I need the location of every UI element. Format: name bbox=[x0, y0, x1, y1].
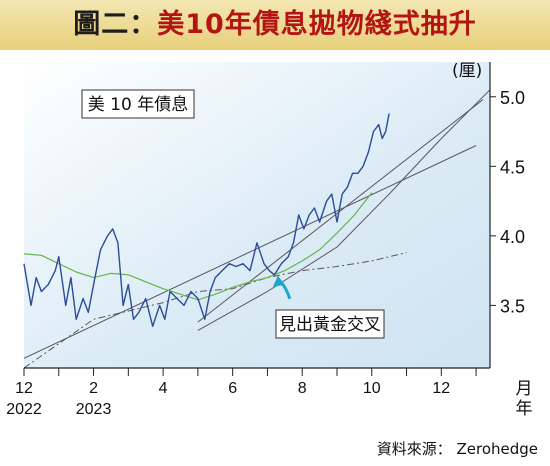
series-trend-line-2 bbox=[23, 252, 407, 369]
chart-title: 美 10 年債息 bbox=[88, 95, 188, 115]
page-title: 圖二：美10年債息拋物綫式抽升 bbox=[0, 0, 550, 50]
x-tick-label: 12 bbox=[15, 380, 33, 397]
x-tick-label: 8 bbox=[298, 380, 307, 397]
x-year-label: 2022 bbox=[6, 401, 42, 418]
title-prefix: 圖二： bbox=[73, 9, 158, 40]
title-banner bbox=[0, 0, 550, 50]
y-tick-label: 4.5 bbox=[500, 157, 525, 177]
x-tick-label: 12 bbox=[432, 380, 450, 397]
x-tick-label: 4 bbox=[159, 380, 168, 397]
x-axis-label: 月 bbox=[516, 379, 533, 399]
y-tick-label: 3.5 bbox=[500, 296, 525, 316]
x-tick-label: 2 bbox=[89, 380, 98, 397]
y-tick-label: 5.0 bbox=[500, 88, 525, 108]
source-note: 資料來源： Zerohedge bbox=[376, 440, 538, 458]
annotation-label: 見出黃金交叉 bbox=[279, 315, 381, 335]
series-trend-line-4 bbox=[197, 99, 484, 323]
yield-chart: 12 2 4 6 8 10 12 2022 2023 3.5 4.0 4.5 5.0 (厘) 月年 美 10 … bbox=[0, 50, 550, 438]
x-tick-label: 6 bbox=[228, 380, 237, 397]
annotation-box bbox=[275, 309, 385, 339]
series-yield-0 bbox=[23, 113, 390, 327]
y-axis-label: (厘) bbox=[452, 61, 482, 81]
annotation-arrow-head bbox=[272, 275, 285, 287]
title-text: 美10年債息拋物綫式抽升 bbox=[157, 9, 477, 40]
series-trend-line-5 bbox=[197, 89, 491, 331]
x-year-label: 2023 bbox=[76, 401, 112, 418]
x-tick-label: 10 bbox=[363, 380, 381, 397]
y-tick-label: 4.0 bbox=[500, 227, 525, 247]
chart-title-box bbox=[81, 89, 195, 119]
x-axis-label-line2: 年 bbox=[516, 399, 533, 419]
